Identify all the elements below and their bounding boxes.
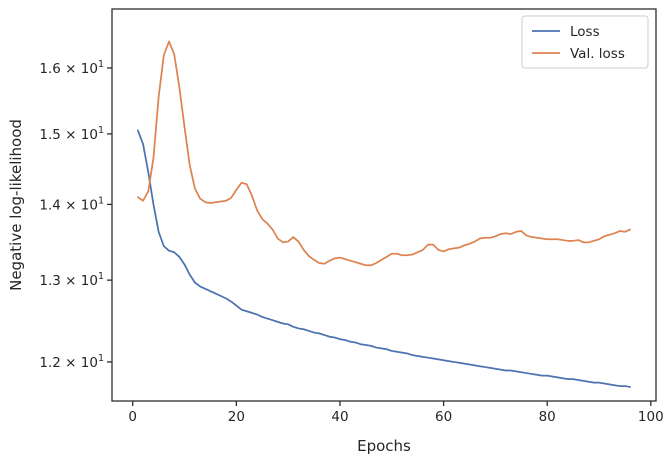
legend: Loss Val. loss <box>521 15 649 69</box>
y-tick-label: 1.5 × 101 <box>39 125 104 143</box>
plot-frame <box>111 8 657 402</box>
series-line-loss <box>137 129 631 388</box>
x-tick-label: 40 <box>331 409 348 425</box>
legend-box <box>521 15 649 69</box>
x-tick-label: 60 <box>435 409 452 425</box>
y-axis: 1.2 × 101 1.3 × 101 1.4 × 101 1.5 × 101 1.6 … <box>39 59 112 371</box>
series-line-val-loss <box>137 40 631 267</box>
x-tick-label: 80 <box>539 409 556 425</box>
y-tick-label: 1.3 × 101 <box>39 271 104 289</box>
y-tick-label: 1.2 × 101 <box>39 353 104 371</box>
y-tick-label: 1.6 × 101 <box>39 59 104 77</box>
y-tick-label: 1.4 × 101 <box>39 195 104 213</box>
x-axis-label: Epochs <box>357 437 411 455</box>
series-layer <box>137 40 631 388</box>
x-axis: 0 20 40 60 80 100 <box>128 401 664 425</box>
legend-label-val-loss: Val. loss <box>570 46 625 62</box>
x-tick-label: 0 <box>128 409 137 425</box>
x-tick-label: 100 <box>638 409 664 425</box>
y-axis-label: Negative log-likelihood <box>7 119 25 291</box>
x-tick-label: 20 <box>228 409 245 425</box>
legend-label-loss: Loss <box>570 24 600 40</box>
